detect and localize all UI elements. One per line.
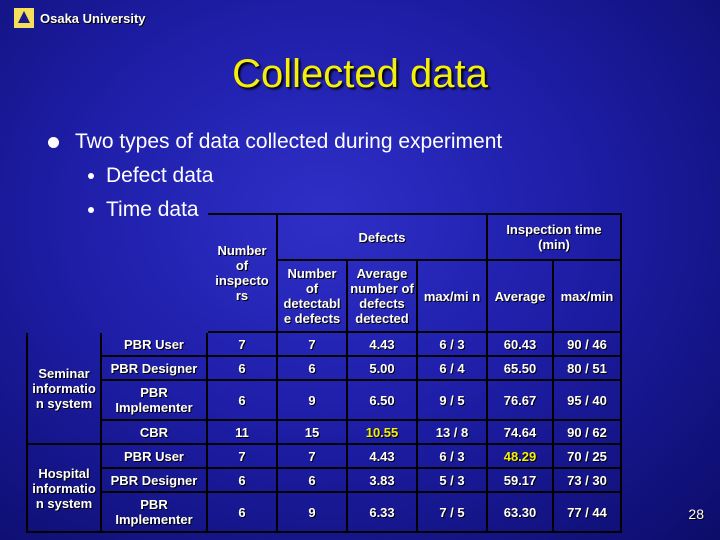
subbullet-dot-icon [88,207,94,213]
header-avg-time: Average [486,259,554,333]
avg-time-cell: 63.30 [486,491,554,533]
collected-data-table: Number of inspecto rs Defects Inspection… [26,213,622,533]
table-row: CBR 11 15 10.55 13 / 8 74.64 90 / 62 [27,419,622,445]
avg-detected-cell: 4.43 [346,443,418,469]
avg-time-cell: 76.67 [486,379,554,421]
detectable-cell: 7 [276,443,348,469]
bullet-item: Two types of data collected during exper… [48,125,502,159]
inspectors-cell: 11 [206,419,278,445]
detectable-cell: 15 [276,419,348,445]
header-row-2: Number of detectabl e defects Average nu… [27,259,622,333]
method-cell: PBR Implementer [100,491,208,533]
detectable-cell: 7 [276,331,348,357]
method-cell: CBR [100,419,208,445]
maxmin-defects-cell: 6 / 4 [416,355,488,381]
maxmin-time-cell: 80 / 51 [552,355,622,381]
inspectors-cell: 6 [206,491,278,533]
maxmin-defects-cell: 13 / 8 [416,419,488,445]
subbullet-text: Time data [106,198,199,221]
bullet-list: Two types of data collected during exper… [48,125,502,227]
osaka-logo-icon [14,8,34,28]
detectable-cell: 6 [276,467,348,493]
page-number: 28 [688,506,704,522]
avg-time-cell: 74.64 [486,419,554,445]
avg-time-cell: 65.50 [486,355,554,381]
header-num-inspectors: Number of inspecto rs [206,213,278,333]
subbullet-item: Defect data [88,159,502,193]
table-row: PBR Implementer 6 9 6.33 7 / 5 63.30 77 … [27,491,622,533]
header-maxmin-time: max/min [552,259,622,333]
avg-time-cell-highlight: 48.29 [486,443,554,469]
avg-detected-cell: 4.43 [346,331,418,357]
maxmin-time-cell: 73 / 30 [552,467,622,493]
inspectors-cell: 6 [206,355,278,381]
avg-time-cell: 59.17 [486,467,554,493]
inspectors-cell: 7 [206,443,278,469]
maxmin-time-cell: 95 / 40 [552,379,622,421]
detectable-cell: 6 [276,355,348,381]
method-cell: PBR Implementer [100,379,208,421]
bullet-dot-icon [48,136,59,148]
inspectors-cell: 6 [206,467,278,493]
data-table-wrapper: Number of inspecto rs Defects Inspection… [26,213,622,533]
maxmin-defects-cell: 6 / 3 [416,443,488,469]
slide-title: Collected data [232,52,488,96]
maxmin-time-cell: 90 / 62 [552,419,622,445]
header-defects: Defects [276,213,488,261]
subbullet-text: Defect data [106,164,214,187]
inspectors-cell: 6 [206,379,278,421]
maxmin-time-cell: 77 / 44 [552,491,622,533]
logo-text: Osaka University [40,10,146,26]
avg-detected-cell: 6.33 [346,491,418,533]
table-row: Seminar informatio n system PBR User 7 7… [26,331,622,445]
bullet-text: Two types of data collected during exper… [75,130,503,153]
header-maxmin-defects: max/mi n [416,259,488,333]
avg-time-cell: 60.43 [486,331,554,357]
header-num-detectable: Number of detectabl e defects [276,259,348,333]
avg-detected-cell-highlight: 10.55 [346,419,418,445]
maxmin-defects-cell: 7 / 5 [416,491,488,533]
subbullet-dot-icon [88,173,94,179]
method-cell: PBR User [100,443,208,469]
inspectors-cell: 7 [206,331,278,357]
maxmin-time-cell: 90 / 46 [552,331,622,357]
empty-corner [27,214,207,332]
method-cell: PBR Designer [100,355,208,381]
avg-detected-cell: 6.50 [346,379,418,421]
table-row: Hospital informatio n system PBR User 7 … [26,443,622,533]
method-cell: PBR Designer [100,467,208,493]
detectable-cell: 9 [276,491,348,533]
method-cell: PBR User [100,331,208,357]
subbullet-item: Time data [88,193,502,227]
system-name: Hospital informatio n system [26,443,102,533]
maxmin-defects-cell: 9 / 5 [416,379,488,421]
avg-detected-cell: 3.83 [346,467,418,493]
header-inspection-time: Inspection time (min) [486,213,622,261]
maxmin-defects-cell: 6 / 3 [416,331,488,357]
table-row: PBR Designer 6 6 3.83 5 / 3 59.17 73 / 3… [27,467,622,493]
avg-detected-cell: 5.00 [346,355,418,381]
maxmin-defects-cell: 5 / 3 [416,467,488,493]
detectable-cell: 9 [276,379,348,421]
system-name: Seminar informatio n system [26,331,102,445]
table-row: PBR Implementer 6 9 6.50 9 / 5 76.67 95 … [27,379,622,421]
university-logo: Osaka University [14,8,146,28]
header-row-1: Number of inspecto rs Defects Inspection… [27,213,622,333]
table-row: PBR Designer 6 6 5.00 6 / 4 65.50 80 / 5… [27,355,622,381]
header-avg-detected: Average number of defects detected [346,259,418,333]
maxmin-time-cell: 70 / 25 [552,443,622,469]
